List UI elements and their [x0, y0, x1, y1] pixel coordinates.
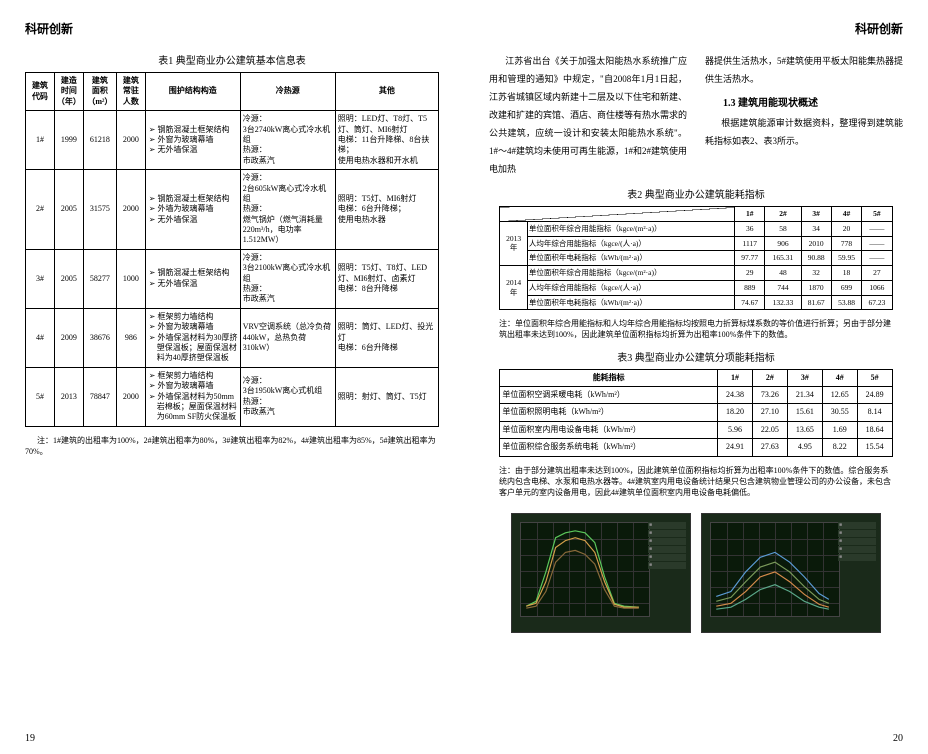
table-row: 5#2013788472000➢ 框架剪力墙结构➢ 外窗为玻璃幕墙➢ 外墙保温材… — [26, 367, 439, 426]
table-row: 2014 年单位面积年综合用能指标（kgce/(m²·a)）2948321827 — [500, 266, 892, 281]
table-row: 4#200938676986➢ 框架剪力墙结构➢ 外窗为玻璃幕墙➢ 外墙保温材料… — [26, 308, 439, 367]
header-right: 科研创新 — [489, 20, 903, 37]
table-row: 单位面积室内用电设备电耗（kWh/m²）5.9622.0513.651.6918… — [500, 421, 892, 438]
table-row: 单位面积综合服务系统电耗（kWh/m²）24.9127.634.958.2215… — [500, 439, 892, 456]
table-row: 2013 年单位面积年综合用能指标（kgce/(m²·a)）36583420—— — [500, 221, 892, 236]
two-col-text: 江苏省出台《关于加强太阳能热水系统推广应用和管理的通知》中规定，"自2008年1… — [489, 52, 903, 178]
table2: 1#2#3#4#5# 2013 年单位面积年综合用能指标（kgce/(m²·a)… — [499, 206, 892, 310]
table1-header: 围护结构构造 — [145, 73, 240, 111]
page-left: 科研创新 表1 典型商业办公建筑基本信息表 建筑 代码建造 时间 （年）建筑 面… — [0, 0, 464, 754]
table1: 建筑 代码建造 时间 （年）建筑 面积 （m²）建筑 常驻 人数围护结构构造冷热… — [25, 72, 439, 427]
table3-title: 表3 典型商业办公建筑分项能耗指标 — [489, 349, 903, 364]
charts-row: ■■■■■■ ■■■■■ — [489, 513, 903, 633]
chart-1: ■■■■■■ — [511, 513, 691, 633]
para1: 江苏省出台《关于加强太阳能热水系统推广应用和管理的通知》中规定，"自2008年1… — [489, 52, 687, 178]
table-row: 人均年综合用能指标（kgce/(人·a)）11179062010778—— — [500, 236, 892, 251]
table1-header: 建筑 常驻 人数 — [116, 73, 145, 111]
header-left: 科研创新 — [25, 20, 439, 37]
table-row: 单位面积空调采暖电耗（kWh/m²）24.3873.2621.3412.6524… — [500, 387, 892, 404]
table-row: 单位面积年电耗指标（kWh/(m²·a)）97.77165.3190.8859.… — [500, 251, 892, 266]
table-row: 1#1999612182000➢ 钢筋混凝土框架结构➢ 外窗为玻璃幕墙➢ 无外墙… — [26, 111, 439, 170]
table2-title: 表2 典型商业办公建筑能耗指标 — [489, 186, 903, 201]
page-num-left: 19 — [25, 733, 35, 744]
section-1-3: 1.3 建筑用能现状概述 — [705, 94, 903, 114]
table2-note: 注：单位面积年综合用能指标和人均年综合用能指标均按照电力折算标煤系数的等价值进行… — [499, 318, 893, 340]
table-row: 人均年综合用能指标（kgce/(人·a)）88974418706991066 — [500, 280, 892, 295]
table-row: 3#2005582771000➢ 钢筋混凝土框架结构➢ 无外墙保温冷源： 3台2… — [26, 249, 439, 308]
para2: 器提供生活热水，5#建筑使用平板太阳能集热器提供生活热水。 — [705, 52, 903, 88]
page-right: 科研创新 江苏省出台《关于加强太阳能热水系统推广应用和管理的通知》中规定，"自2… — [464, 0, 928, 754]
table1-header: 其他 — [335, 73, 438, 111]
table-row: 单位面积照明电耗（kWh/m²）18.2027.1015.6130.558.14 — [500, 404, 892, 421]
para3: 根据建筑能源审计数据资料，整理得到建筑能耗指标如表2、表3所示。 — [705, 114, 903, 150]
table1-header: 建造 时间 （年） — [54, 73, 83, 111]
table1-header: 冷热源 — [240, 73, 335, 111]
table1-header: 建筑 面积 （m²） — [83, 73, 116, 111]
chart-2: ■■■■■ — [701, 513, 881, 633]
table-row: 单位面积年电耗指标（kWh/(m²·a)）74.67132.3381.6753.… — [500, 295, 892, 310]
table1-title: 表1 典型商业办公建筑基本信息表 — [25, 52, 439, 67]
table1-footnote: 注：1#建筑的出租率为100%，2#建筑出租率为80%，3#建筑出租率为82%，… — [25, 435, 439, 457]
table3-note: 注：由于部分建筑出租率未达到100%，因此建筑单位面积指标均折算为出租率100%… — [499, 465, 893, 499]
table-row: 2#2005315752000➢ 钢筋混凝土框架结构➢ 外墙为玻璃幕墙➢ 无外墙… — [26, 170, 439, 250]
table3: 能耗指标1#2#3#4#5# 单位面积空调采暖电耗（kWh/m²）24.3873… — [499, 369, 892, 457]
page-num-right: 20 — [893, 733, 903, 744]
table1-header: 建筑 代码 — [26, 73, 55, 111]
